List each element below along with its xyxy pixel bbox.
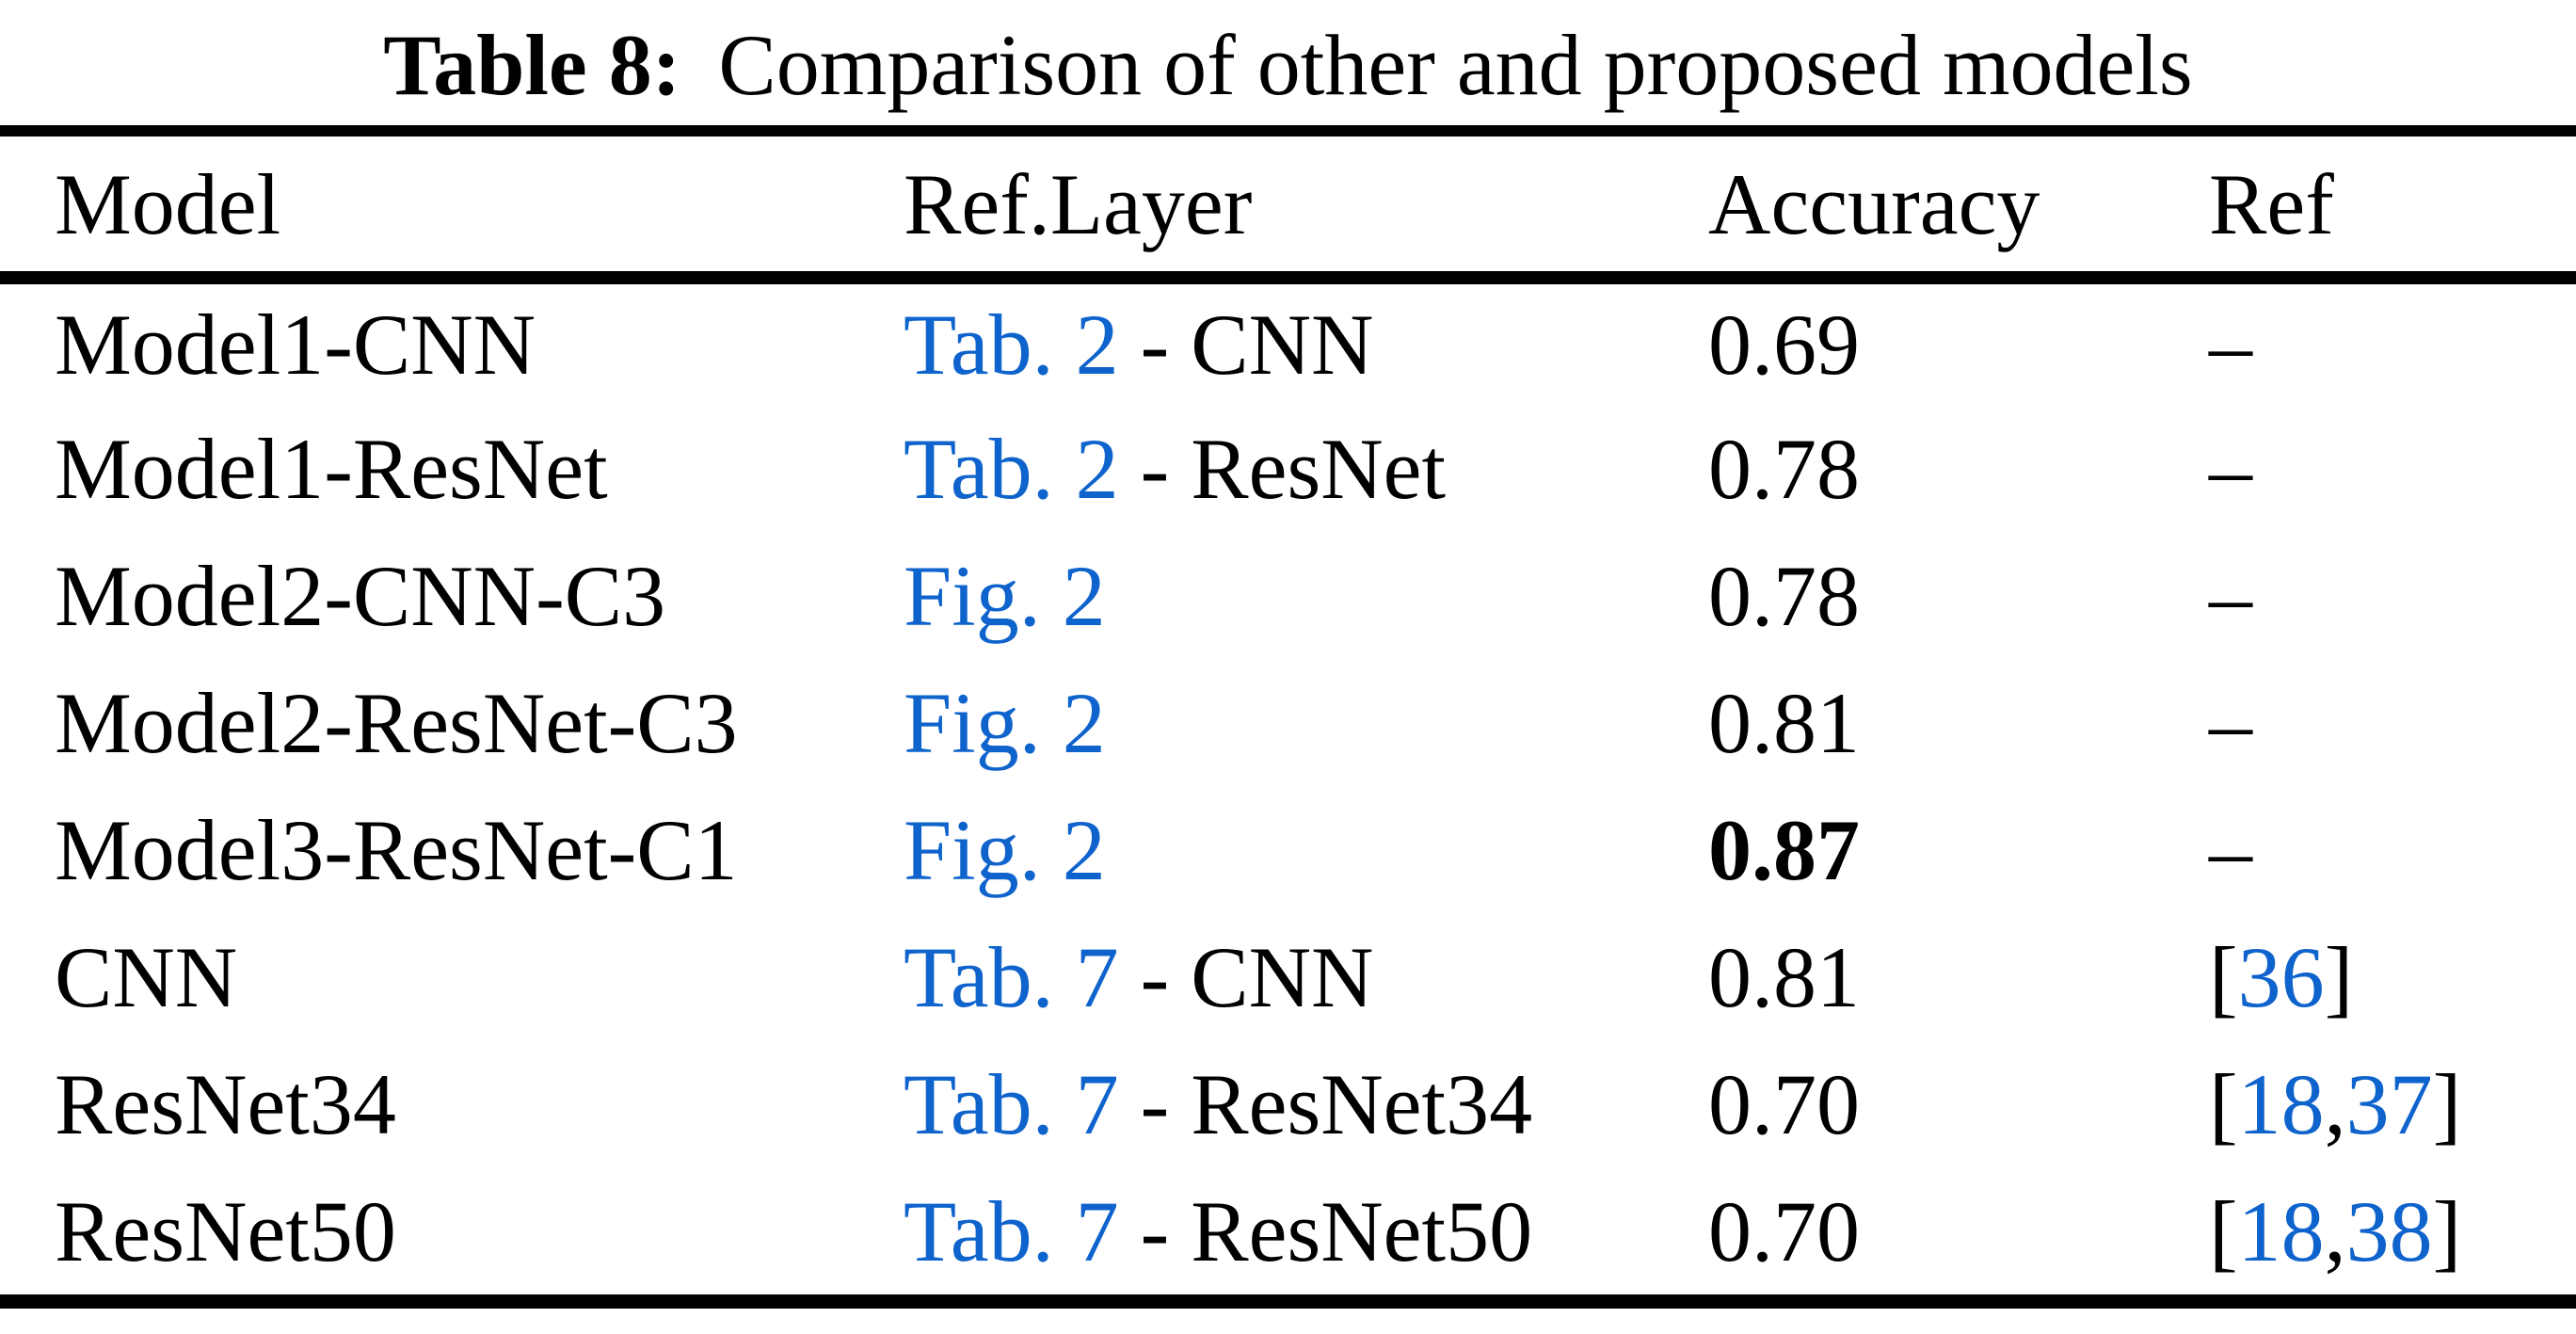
ref-layer-cell: Tab. 2 - CNN	[904, 278, 1708, 405]
table-row: Model2-CNN-C3 Fig. 2 0.78 –	[0, 532, 2576, 659]
header-row: Model Ref.Layer Accuracy Ref	[0, 137, 2576, 278]
table-row: CNN Tab. 7 - CNN 0.81 [36]	[0, 913, 2576, 1040]
accuracy-cell: 0.78	[1708, 532, 2209, 659]
ref-layer-cell: Fig. 2	[904, 786, 1708, 913]
static-text: –	[2209, 547, 2252, 644]
static-text: - CNN	[1118, 928, 1374, 1025]
table-top-rule	[0, 125, 2576, 137]
column-header-model: Model	[55, 155, 281, 252]
model-cell: Model2-CNN-C3	[55, 547, 666, 644]
cross-reference-link[interactable]: Fig. 2	[904, 547, 1106, 644]
table-body: Model1-CNN Tab. 2 - CNN 0.69– Model1-ResNet…	[0, 278, 2576, 1294]
model-cell: Model2-ResNet-C3	[55, 674, 738, 771]
static-text: - ResNet	[1118, 420, 1447, 517]
model-cell: CNN	[55, 928, 238, 1025]
static-text: [	[2209, 1055, 2238, 1152]
cross-reference-link[interactable]: 18	[2237, 1182, 2325, 1279]
accuracy-value: 0.70	[1708, 1182, 1860, 1279]
column-header-ref-layer: Ref.Layer	[904, 155, 1253, 252]
static-text: –	[2209, 801, 2252, 898]
static-text: ]	[2324, 928, 2354, 1025]
static-text: –	[2209, 420, 2252, 517]
accuracy-value: 0.70	[1708, 1055, 1860, 1152]
accuracy-value: 0.81	[1708, 928, 1860, 1025]
cross-reference-link[interactable]: Tab. 2	[904, 297, 1119, 393]
accuracy-cell: 0.69	[1708, 278, 2209, 405]
ref-cell: [18,37]	[2209, 1040, 2576, 1167]
cross-reference-link[interactable]: Tab. 7	[904, 1182, 1119, 1279]
static-text: - ResNet34	[1118, 1055, 1533, 1152]
model-cell: Model1-ResNet	[55, 420, 608, 517]
static-text: [	[2209, 928, 2238, 1025]
model-cell: ResNet50	[55, 1182, 396, 1279]
static-text: - ResNet50	[1118, 1182, 1533, 1279]
cross-reference-link[interactable]: Tab. 7	[904, 928, 1119, 1025]
table-caption-label: Table 8:	[383, 17, 681, 113]
cross-reference-link[interactable]: 37	[2345, 1055, 2433, 1152]
accuracy-value: 0.78	[1708, 420, 1860, 517]
static-text: [	[2209, 1182, 2238, 1279]
model-cell: ResNet34	[55, 1055, 396, 1152]
accuracy-cell: 0.70	[1708, 1040, 2209, 1167]
ref-cell: [36]	[2209, 913, 2576, 1040]
ref-layer-cell: Tab. 7 - ResNet34	[904, 1040, 1708, 1167]
model-cell: Model1-CNN	[55, 297, 536, 393]
table-caption: Table 8: Comparison of other and proposed…	[0, 0, 2576, 125]
ref-layer-cell: Fig. 2	[904, 532, 1708, 659]
table-row: Model3-ResNet-C1 Fig. 2 0.87 –	[0, 786, 2576, 913]
cross-reference-link[interactable]: 36	[2237, 928, 2325, 1025]
ref-cell: –	[2209, 405, 2576, 532]
static-text: ]	[2432, 1182, 2462, 1279]
static-text: ]	[2432, 1055, 2462, 1152]
accuracy-cell: 0.87	[1708, 786, 2209, 913]
accuracy-value: 0.87	[1708, 801, 1860, 898]
table-caption-text: Comparison of other and proposed models	[718, 17, 2193, 113]
accuracy-value: 0.81	[1708, 674, 1860, 771]
static-text: –	[2209, 297, 2252, 393]
ref-layer-cell: Tab. 7 - CNN	[904, 913, 1708, 1040]
cross-reference-link[interactable]: Fig. 2	[904, 674, 1106, 771]
static-text: –	[2209, 674, 2252, 771]
cross-reference-link[interactable]: Tab. 7	[904, 1055, 1119, 1152]
model-cell: Model3-ResNet-C1	[55, 801, 738, 898]
accuracy-value: 0.69	[1708, 297, 1860, 393]
accuracy-cell: 0.81	[1708, 913, 2209, 1040]
column-header-accuracy: Accuracy	[1708, 155, 2040, 252]
ref-cell: –	[2209, 659, 2576, 786]
cross-reference-link[interactable]: 38	[2345, 1182, 2433, 1279]
ref-cell: [18,38]	[2209, 1167, 2576, 1294]
table-bottom-rule	[0, 1294, 2576, 1309]
cross-reference-link[interactable]: Tab. 2	[904, 420, 1119, 517]
ref-layer-cell: Tab. 2 - ResNet	[904, 405, 1708, 532]
accuracy-cell: 0.70	[1708, 1167, 2209, 1294]
table-row: ResNet50 Tab. 7 - ResNet50 0.70 [18,38]	[0, 1167, 2576, 1294]
cross-reference-link[interactable]: 18	[2237, 1055, 2325, 1152]
cross-reference-link[interactable]: Fig. 2	[904, 801, 1106, 898]
ref-layer-cell: Fig. 2	[904, 659, 1708, 786]
table-row: Model1-CNN Tab. 2 - CNN 0.69–	[0, 278, 2576, 405]
table-row: ResNet34 Tab. 7 - ResNet34 0.70 [18,37]	[0, 1040, 2576, 1167]
accuracy-cell: 0.81	[1708, 659, 2209, 786]
static-text: ,	[2324, 1055, 2346, 1152]
static-text: - CNN	[1118, 297, 1374, 393]
ref-cell: –	[2209, 786, 2576, 913]
ref-layer-cell: Tab. 7 - ResNet50	[904, 1167, 1708, 1294]
ref-cell: –	[2209, 532, 2576, 659]
table-row: Model2-ResNet-C3 Fig. 2 0.81 –	[0, 659, 2576, 786]
table-row: Model1-ResNet Tab. 2 - ResNet 0.78–	[0, 405, 2576, 532]
accuracy-value: 0.78	[1708, 547, 1860, 644]
column-header-ref: Ref	[2209, 155, 2334, 252]
accuracy-cell: 0.78	[1708, 405, 2209, 532]
static-text: ,	[2324, 1182, 2346, 1279]
comparison-table: Model Ref.Layer Accuracy Ref Model1-CNN Tab.…	[0, 137, 2576, 1294]
ref-cell: –	[2209, 278, 2576, 405]
